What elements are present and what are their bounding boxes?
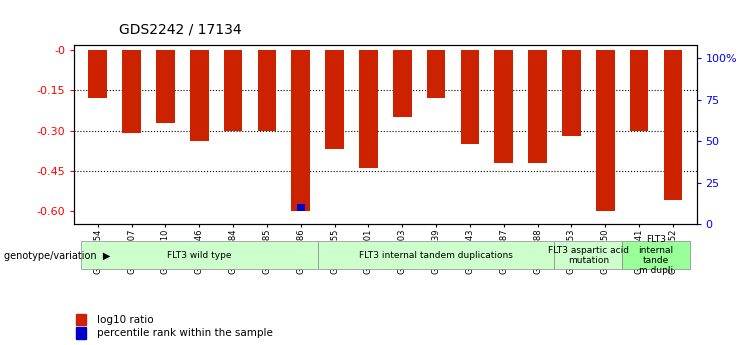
- Bar: [359, 50, 378, 168]
- FancyBboxPatch shape: [554, 241, 622, 269]
- Text: genotype/variation  ▶: genotype/variation ▶: [4, 251, 110, 261]
- Text: FLT3 wild type: FLT3 wild type: [167, 251, 231, 260]
- Bar: [596, 50, 614, 211]
- FancyBboxPatch shape: [318, 241, 554, 269]
- Bar: [258, 50, 276, 130]
- Text: GDS2242 / 17134: GDS2242 / 17134: [119, 22, 241, 36]
- Bar: [156, 50, 175, 122]
- Bar: [296, 205, 305, 211]
- Text: FLT3 aspartic acid
mutation: FLT3 aspartic acid mutation: [548, 246, 629, 265]
- Bar: [291, 50, 310, 211]
- Text: log10 ratio: log10 ratio: [96, 315, 153, 325]
- Text: FLT3
internal
tande
m dupli: FLT3 internal tande m dupli: [639, 235, 674, 275]
- Bar: [494, 50, 513, 162]
- Bar: [224, 50, 242, 130]
- Text: percentile rank within the sample: percentile rank within the sample: [96, 328, 273, 338]
- Bar: [393, 50, 411, 117]
- Bar: [630, 50, 648, 130]
- Bar: [663, 50, 682, 200]
- Text: FLT3 internal tandem duplications: FLT3 internal tandem duplications: [359, 251, 513, 260]
- Bar: [122, 50, 141, 133]
- Bar: [461, 50, 479, 144]
- Bar: [190, 50, 208, 141]
- FancyBboxPatch shape: [622, 241, 690, 269]
- Bar: [76, 314, 86, 325]
- Bar: [562, 50, 581, 136]
- FancyBboxPatch shape: [81, 241, 318, 269]
- Bar: [76, 327, 86, 339]
- Bar: [427, 50, 445, 98]
- Bar: [528, 50, 547, 162]
- Bar: [325, 50, 344, 149]
- Bar: [88, 50, 107, 98]
